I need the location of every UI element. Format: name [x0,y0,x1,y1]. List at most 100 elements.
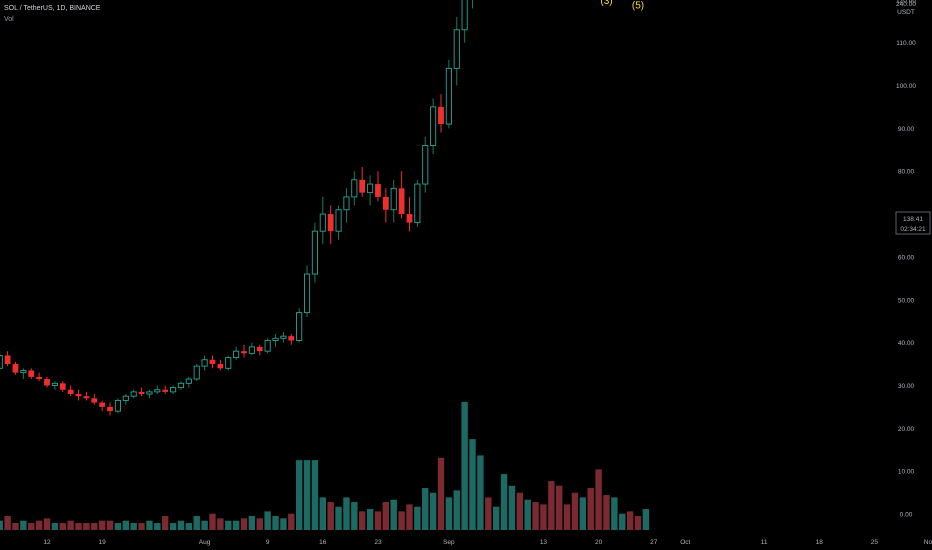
last-price-box [895,211,931,235]
volume-bar [146,520,153,530]
time-tick-label: 25 [871,539,879,546]
candle-body-down [75,394,82,397]
price-axis[interactable]: 240.00 USDT 0.00 10.00 20.00 30.00 40.00 50.0… [896,0,916,519]
volume-bar [603,495,610,530]
candle [193,364,200,382]
time-axis[interactable]: 1219Aug91623Sep132027Oct111825Nov81522De… [43,539,932,546]
last-price-value: 138.41 [903,216,923,223]
candle [453,16,460,86]
candle-body-up [51,382,58,386]
price-tick-label: 90.00 [898,126,915,133]
volume-bar [311,460,319,530]
price-tick-label: 50.00 [898,297,915,304]
candle-body-down [375,184,381,197]
candle [241,344,247,358]
time-tick-label: Sep [443,539,455,546]
volume-bar [20,520,27,530]
volume-bar [59,523,66,530]
candle [146,389,153,399]
volume-bar [453,490,460,530]
candle-body-up [303,273,311,314]
volume-bar [319,497,326,530]
candle-body-up [130,391,137,397]
candle-body-down [36,376,43,380]
price-tick-label: 120.00 [896,0,916,4]
volume-bar [43,518,51,530]
candle-body-up [414,183,421,224]
volume-bar [248,516,256,530]
candle [327,205,334,245]
candle [233,346,240,360]
candle [170,385,177,395]
volume-bar [272,516,279,530]
candles-group [0,0,474,416]
candle-body-up [453,29,460,69]
candle-body-up [154,389,161,393]
volume-bar [114,523,122,530]
time-tick-label: 9 [266,539,270,546]
volume-indicator-label[interactable]: Vol [4,16,14,23]
volume-bar [130,523,137,530]
candle [44,376,50,388]
candle [51,381,58,390]
chart-header-symbol[interactable]: SOL / TetherUS, 1D, BINANCE [4,5,101,12]
volume-bar [256,518,263,530]
candle [225,355,232,371]
candle [398,171,405,219]
candle [248,342,255,356]
volume-bar [611,497,618,530]
candle-body-down [209,359,216,365]
price-tick-label: 10.00 [898,469,915,476]
candle-body-up [264,340,271,352]
volume-bar [217,518,224,530]
candle-body-up [272,337,279,341]
candle-body-down [438,106,444,125]
candle [209,355,216,369]
candle-body-up [430,106,437,146]
volume-bar [209,513,216,530]
price-tick-label: 80.00 [898,169,915,176]
volume-bar [437,457,445,530]
volume-bar [280,518,287,530]
candle [107,402,113,416]
volume-bar [626,511,634,530]
volume-bar [67,520,74,530]
candle [67,385,74,397]
candle-body-down [382,196,389,210]
time-tick-label: 13 [540,539,548,546]
candle [130,389,137,399]
volume-bar [571,492,579,530]
candle-body-down [44,379,50,386]
candle [75,389,82,401]
volume-bar [232,520,240,530]
candle [311,222,318,283]
candle-body-up [319,213,326,232]
volume-bar [169,523,177,530]
volume-bar [382,502,390,530]
candle-body-down [83,396,90,399]
candle-body-up [122,395,129,401]
volume-bar [264,511,271,530]
candle [472,0,474,9]
volume-bar [445,497,453,530]
volume-bar [303,460,311,530]
volume-bar [138,523,145,530]
candle-body-up [367,183,374,194]
candle [343,188,350,223]
candle-body-up [20,370,27,374]
candle-body-down [91,398,98,403]
volume-bar [374,511,382,530]
time-tick-label: Oct [680,539,690,546]
candle-body-down [12,364,19,373]
volume-bar [51,523,59,530]
annotations-group[interactable]: (1)(2)(3)(4)(5)(1)(2)(3)(4)(5) [480,0,754,11]
volume-bar [556,485,563,530]
volume-bar [366,509,374,530]
candle [201,355,208,371]
time-tick-label: Aug [199,539,211,546]
volume-bar [162,516,169,530]
candle-body-up [351,179,358,198]
volume-bar [642,509,650,530]
candle-body-up [311,230,318,275]
